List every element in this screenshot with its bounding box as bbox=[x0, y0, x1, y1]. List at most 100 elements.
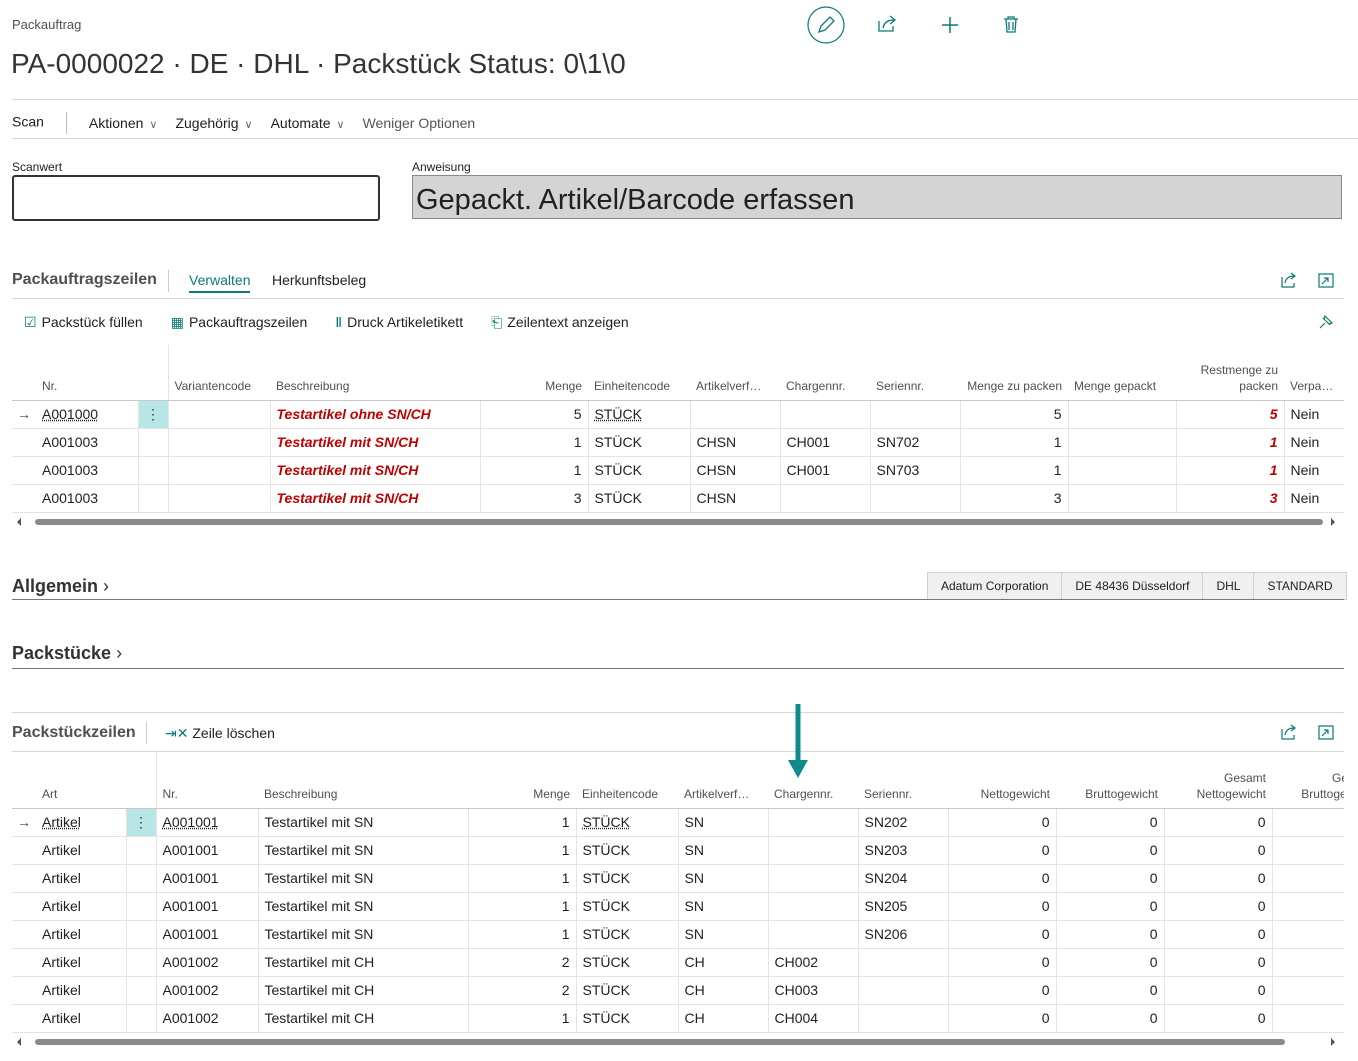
tool-button[interactable]: ⇥✕ Zeile löschen bbox=[165, 725, 275, 741]
cell-text: 0 bbox=[1041, 926, 1050, 942]
table-row[interactable]: → A001000 ⋮ Testartikel ohne SN/CH 5 STÜCK 5 5 N… bbox=[12, 400, 1344, 429]
table-cell: Testartikel mit SN/CH bbox=[270, 484, 481, 513]
tool-label: Packauftragszeilen bbox=[188, 314, 308, 330]
delete-button[interactable] bbox=[1004, 16, 1018, 33]
table-cell bbox=[1272, 976, 1344, 1005]
action-button[interactable]: Scan bbox=[12, 112, 67, 134]
tool-button[interactable]: ☑ Packstück füllen bbox=[24, 314, 143, 331]
cell-text: SN bbox=[684, 870, 704, 886]
table-cell: 1 bbox=[1176, 456, 1285, 485]
scrollbar[interactable] bbox=[12, 514, 1344, 530]
column-header[interactable]: Art bbox=[36, 752, 126, 809]
column-header[interactable]: Variantencode bbox=[167, 345, 270, 401]
column-header[interactable]: Nettogewicht bbox=[948, 752, 1056, 809]
column-header[interactable]: Verpa… bbox=[1284, 345, 1344, 401]
section-title-text: Packstücke bbox=[12, 643, 112, 663]
column-header[interactable]: Gesamt Nettogewicht bbox=[1164, 752, 1272, 809]
row-menu[interactable]: ⋮ bbox=[126, 808, 157, 837]
table-row[interactable]: Artikel A001002 Testartikel mit CH 1 STÜCK CH… bbox=[12, 1004, 1344, 1033]
col bbox=[126, 752, 156, 1032]
share-button[interactable] bbox=[878, 15, 897, 32]
row-menu[interactable]: ⋮ bbox=[138, 400, 169, 429]
column-header[interactable]: Menge gepackt bbox=[1068, 345, 1176, 401]
table-cell: 1 bbox=[468, 864, 577, 893]
table-row[interactable]: Artikel A001001 Testartikel mit SN 1 STÜCK SN… bbox=[12, 836, 1344, 865]
tab[interactable]: Herkunftsbeleg bbox=[272, 272, 367, 288]
column-header[interactable]: Beschreibung bbox=[258, 752, 468, 809]
col bbox=[858, 752, 948, 1032]
table-row[interactable]: A001003 Testartikel mit SN/CH 1 STÜCK CHSN CH… bbox=[12, 428, 1344, 457]
cell-text: 0 bbox=[1041, 870, 1050, 886]
cell-text: Artikel bbox=[42, 814, 81, 830]
cell-text: 0 bbox=[1041, 842, 1050, 858]
instruction-label: Anweisung bbox=[412, 160, 471, 174]
column-header[interactable]: Artikelverf… bbox=[678, 752, 768, 809]
action-button[interactable]: Aktionen ∨ bbox=[89, 115, 158, 131]
cell-text: 0 bbox=[1041, 814, 1050, 830]
column-header[interactable]: Nr. bbox=[155, 752, 258, 809]
edit-button[interactable] bbox=[807, 6, 845, 44]
cell-text: STÜCK bbox=[594, 490, 642, 506]
column-header[interactable]: Menge bbox=[468, 752, 576, 809]
section-title[interactable]: Allgemein › bbox=[12, 576, 110, 596]
column-header[interactable]: Gesamt Bruttogewicht bbox=[1272, 752, 1344, 809]
table-row[interactable]: A001003 Testartikel mit SN/CH 3 STÜCK CHSN 3 3… bbox=[12, 484, 1344, 513]
table-cell: 0 bbox=[1056, 976, 1165, 1005]
action-button[interactable]: Automate ∨ bbox=[271, 115, 345, 131]
table-cell: STÜCK bbox=[588, 428, 691, 457]
section-icons bbox=[1281, 724, 1334, 740]
column-header[interactable]: Restmenge zu packen bbox=[1176, 345, 1284, 401]
col bbox=[168, 345, 270, 512]
table-cell bbox=[768, 864, 859, 893]
column-header[interactable]: Artikelverf… bbox=[690, 345, 780, 401]
table-cell: A001000 bbox=[36, 400, 139, 429]
table-row[interactable]: → Artikel ⋮ A001001 Testartikel mit SN 1 STÜCK… bbox=[12, 808, 1344, 837]
col bbox=[690, 345, 780, 512]
column-header[interactable]: Einheitencode bbox=[588, 345, 690, 401]
scrollbar[interactable] bbox=[12, 1034, 1344, 1050]
column-header[interactable]: Menge zu packen bbox=[960, 345, 1068, 401]
cell-text: Testartikel mit SN/CH bbox=[276, 490, 419, 506]
tool-button[interactable]: ⎗ Zeilentext anzeigen bbox=[491, 314, 629, 331]
column-header[interactable]: Chargennr. bbox=[768, 752, 858, 809]
pin-icon[interactable] bbox=[1316, 312, 1336, 332]
scan-input[interactable] bbox=[12, 175, 380, 221]
table-cell: 3 bbox=[1176, 484, 1285, 513]
cell-text: A001001 bbox=[162, 870, 219, 886]
cell-text: 1 bbox=[561, 870, 570, 886]
new-button[interactable] bbox=[942, 17, 958, 33]
table-cell bbox=[858, 976, 949, 1005]
column-header[interactable]: Chargennr. bbox=[780, 345, 870, 401]
action-bar: Scan Aktionen ∨ Zugehörig ∨ Automate ∨ Weniger … bbox=[12, 112, 493, 134]
col bbox=[1176, 345, 1284, 512]
table-cell: 1 bbox=[468, 1004, 577, 1033]
column-header[interactable]: Seriennr. bbox=[858, 752, 948, 809]
cell-text: 1 bbox=[1269, 434, 1278, 450]
table-row[interactable]: Artikel A001002 Testartikel mit CH 2 STÜCK CH… bbox=[12, 976, 1344, 1005]
column-header[interactable]: Einheitencode bbox=[576, 752, 678, 809]
section-title-text: Allgemein bbox=[12, 576, 99, 596]
table-cell: 1 bbox=[960, 428, 1069, 457]
table-row[interactable]: Artikel A001001 Testartikel mit SN 1 STÜCK SN… bbox=[12, 864, 1344, 893]
table-row[interactable]: Artikel A001001 Testartikel mit SN 1 STÜCK SN… bbox=[12, 920, 1344, 949]
cell-text: STÜCK bbox=[582, 898, 630, 914]
section-title[interactable]: Packstücke › bbox=[12, 643, 123, 663]
tab[interactable]: Verwalten bbox=[189, 272, 251, 293]
column-header[interactable]: Menge bbox=[480, 345, 588, 401]
table-row[interactable]: Artikel A001001 Testartikel mit SN 1 STÜCK SN… bbox=[12, 892, 1344, 921]
tool-button[interactable]: Ⅱ Druck Artikeletikett bbox=[335, 314, 463, 331]
column-header[interactable]: Seriennr. bbox=[870, 345, 960, 401]
column-header[interactable]: Bruttogewicht bbox=[1056, 752, 1164, 809]
table-cell: 0 bbox=[1056, 948, 1165, 977]
table-cell: Testartikel mit CH bbox=[258, 976, 469, 1005]
action-button[interactable]: Zugehörig ∨ bbox=[175, 115, 252, 131]
action-button[interactable]: Weniger Optionen bbox=[363, 115, 476, 131]
table-row[interactable]: A001003 Testartikel mit SN/CH 1 STÜCK CHSN CH… bbox=[12, 456, 1344, 485]
cell-text: 1 bbox=[573, 462, 582, 478]
column-header[interactable]: Beschreibung bbox=[270, 345, 480, 401]
tool-button[interactable]: ▦ Packauftragszeilen bbox=[171, 314, 308, 331]
column-header[interactable]: Nr. bbox=[36, 345, 138, 401]
table-row[interactable]: Artikel A001002 Testartikel mit CH 2 STÜCK CH… bbox=[12, 948, 1344, 977]
chevron: ∨ bbox=[244, 119, 253, 131]
